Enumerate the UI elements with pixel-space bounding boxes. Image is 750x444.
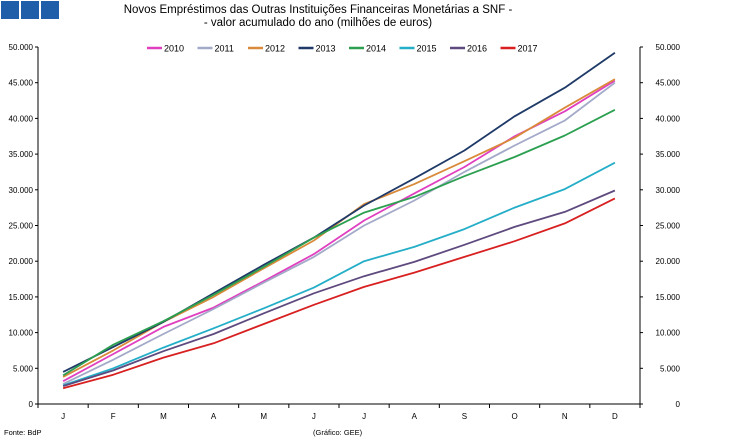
y-tick-label-right: 10.000 [656, 329, 681, 338]
x-tick-label: J [312, 412, 316, 421]
series-line-2012 [62, 78, 616, 378]
y-tick-label-left: 0 [29, 400, 34, 409]
legend-label-2017: 2017 [518, 44, 538, 54]
y-tick-label-right: 30.000 [656, 186, 681, 195]
legend-label-2016: 2016 [467, 44, 487, 54]
y-tick-label-right: 20.000 [656, 257, 681, 266]
y-tick-label-right: 15.000 [656, 293, 681, 302]
legend-label-2010: 2010 [164, 44, 184, 54]
x-tick-label: O [511, 412, 517, 421]
y-tick-label-left: 50.000 [9, 43, 34, 52]
x-tick-label: A [412, 412, 418, 421]
x-tick-label: A [211, 412, 217, 421]
graph-credit: (Gráfico: GEE) [313, 428, 363, 437]
y-tick-label-right: 45.000 [656, 79, 681, 88]
y-tick-label-right: 40.000 [656, 114, 681, 123]
y-tick-label-left: 20.000 [9, 257, 34, 266]
logo-block-2 [21, 1, 39, 19]
x-tick-label: F [111, 412, 116, 421]
x-tick-label: M [160, 412, 167, 421]
y-tick-label-right: 25.000 [656, 222, 681, 231]
legend-label-2012: 2012 [265, 44, 285, 54]
legend-label-2011: 2011 [215, 44, 234, 54]
chart-title-line-2: - valor acumulado do ano (milhões de eur… [204, 17, 432, 29]
x-tick-label: J [61, 412, 65, 421]
series-line-2017 [62, 197, 616, 390]
x-tick-label: J [362, 412, 366, 421]
y-tick-label-left: 40.000 [9, 114, 34, 123]
series-line-2016 [62, 189, 616, 387]
series-line-2015 [62, 161, 616, 387]
x-tick-label: N [562, 412, 568, 421]
y-tick-label-left: 45.000 [9, 79, 34, 88]
y-tick-label-right: 5.000 [660, 364, 681, 373]
y-tick-label-right: 50.000 [656, 43, 681, 52]
logo-block-3 [41, 1, 59, 19]
series-line-2010 [62, 79, 616, 382]
series-line-2014 [62, 108, 616, 377]
y-tick-label-left: 15.000 [9, 293, 34, 302]
y-tick-label-left: 30.000 [9, 186, 34, 195]
series-line-2011 [62, 81, 616, 385]
series-line-2013 [62, 51, 616, 373]
legend-label-2014: 2014 [366, 44, 386, 54]
x-tick-label: D [612, 412, 618, 421]
y-tick-label-right: 0 [676, 400, 681, 409]
y-tick-label-left: 25.000 [9, 222, 34, 231]
chart-title-line-1: Novos Empréstimos das Outras Instituiçõe… [124, 4, 513, 16]
logo-block-1 [1, 1, 19, 19]
source-note: Fonte: BdP [4, 428, 42, 437]
legend-label-2015: 2015 [417, 44, 437, 54]
legend-label-2013: 2013 [316, 44, 336, 54]
x-tick-label: M [260, 412, 267, 421]
y-tick-label-left: 35.000 [9, 150, 34, 159]
y-tick-label-right: 35.000 [656, 150, 681, 159]
y-tick-label-left: 5.000 [13, 364, 34, 373]
y-tick-label-left: 10.000 [9, 329, 34, 338]
x-tick-label: S [462, 412, 467, 421]
